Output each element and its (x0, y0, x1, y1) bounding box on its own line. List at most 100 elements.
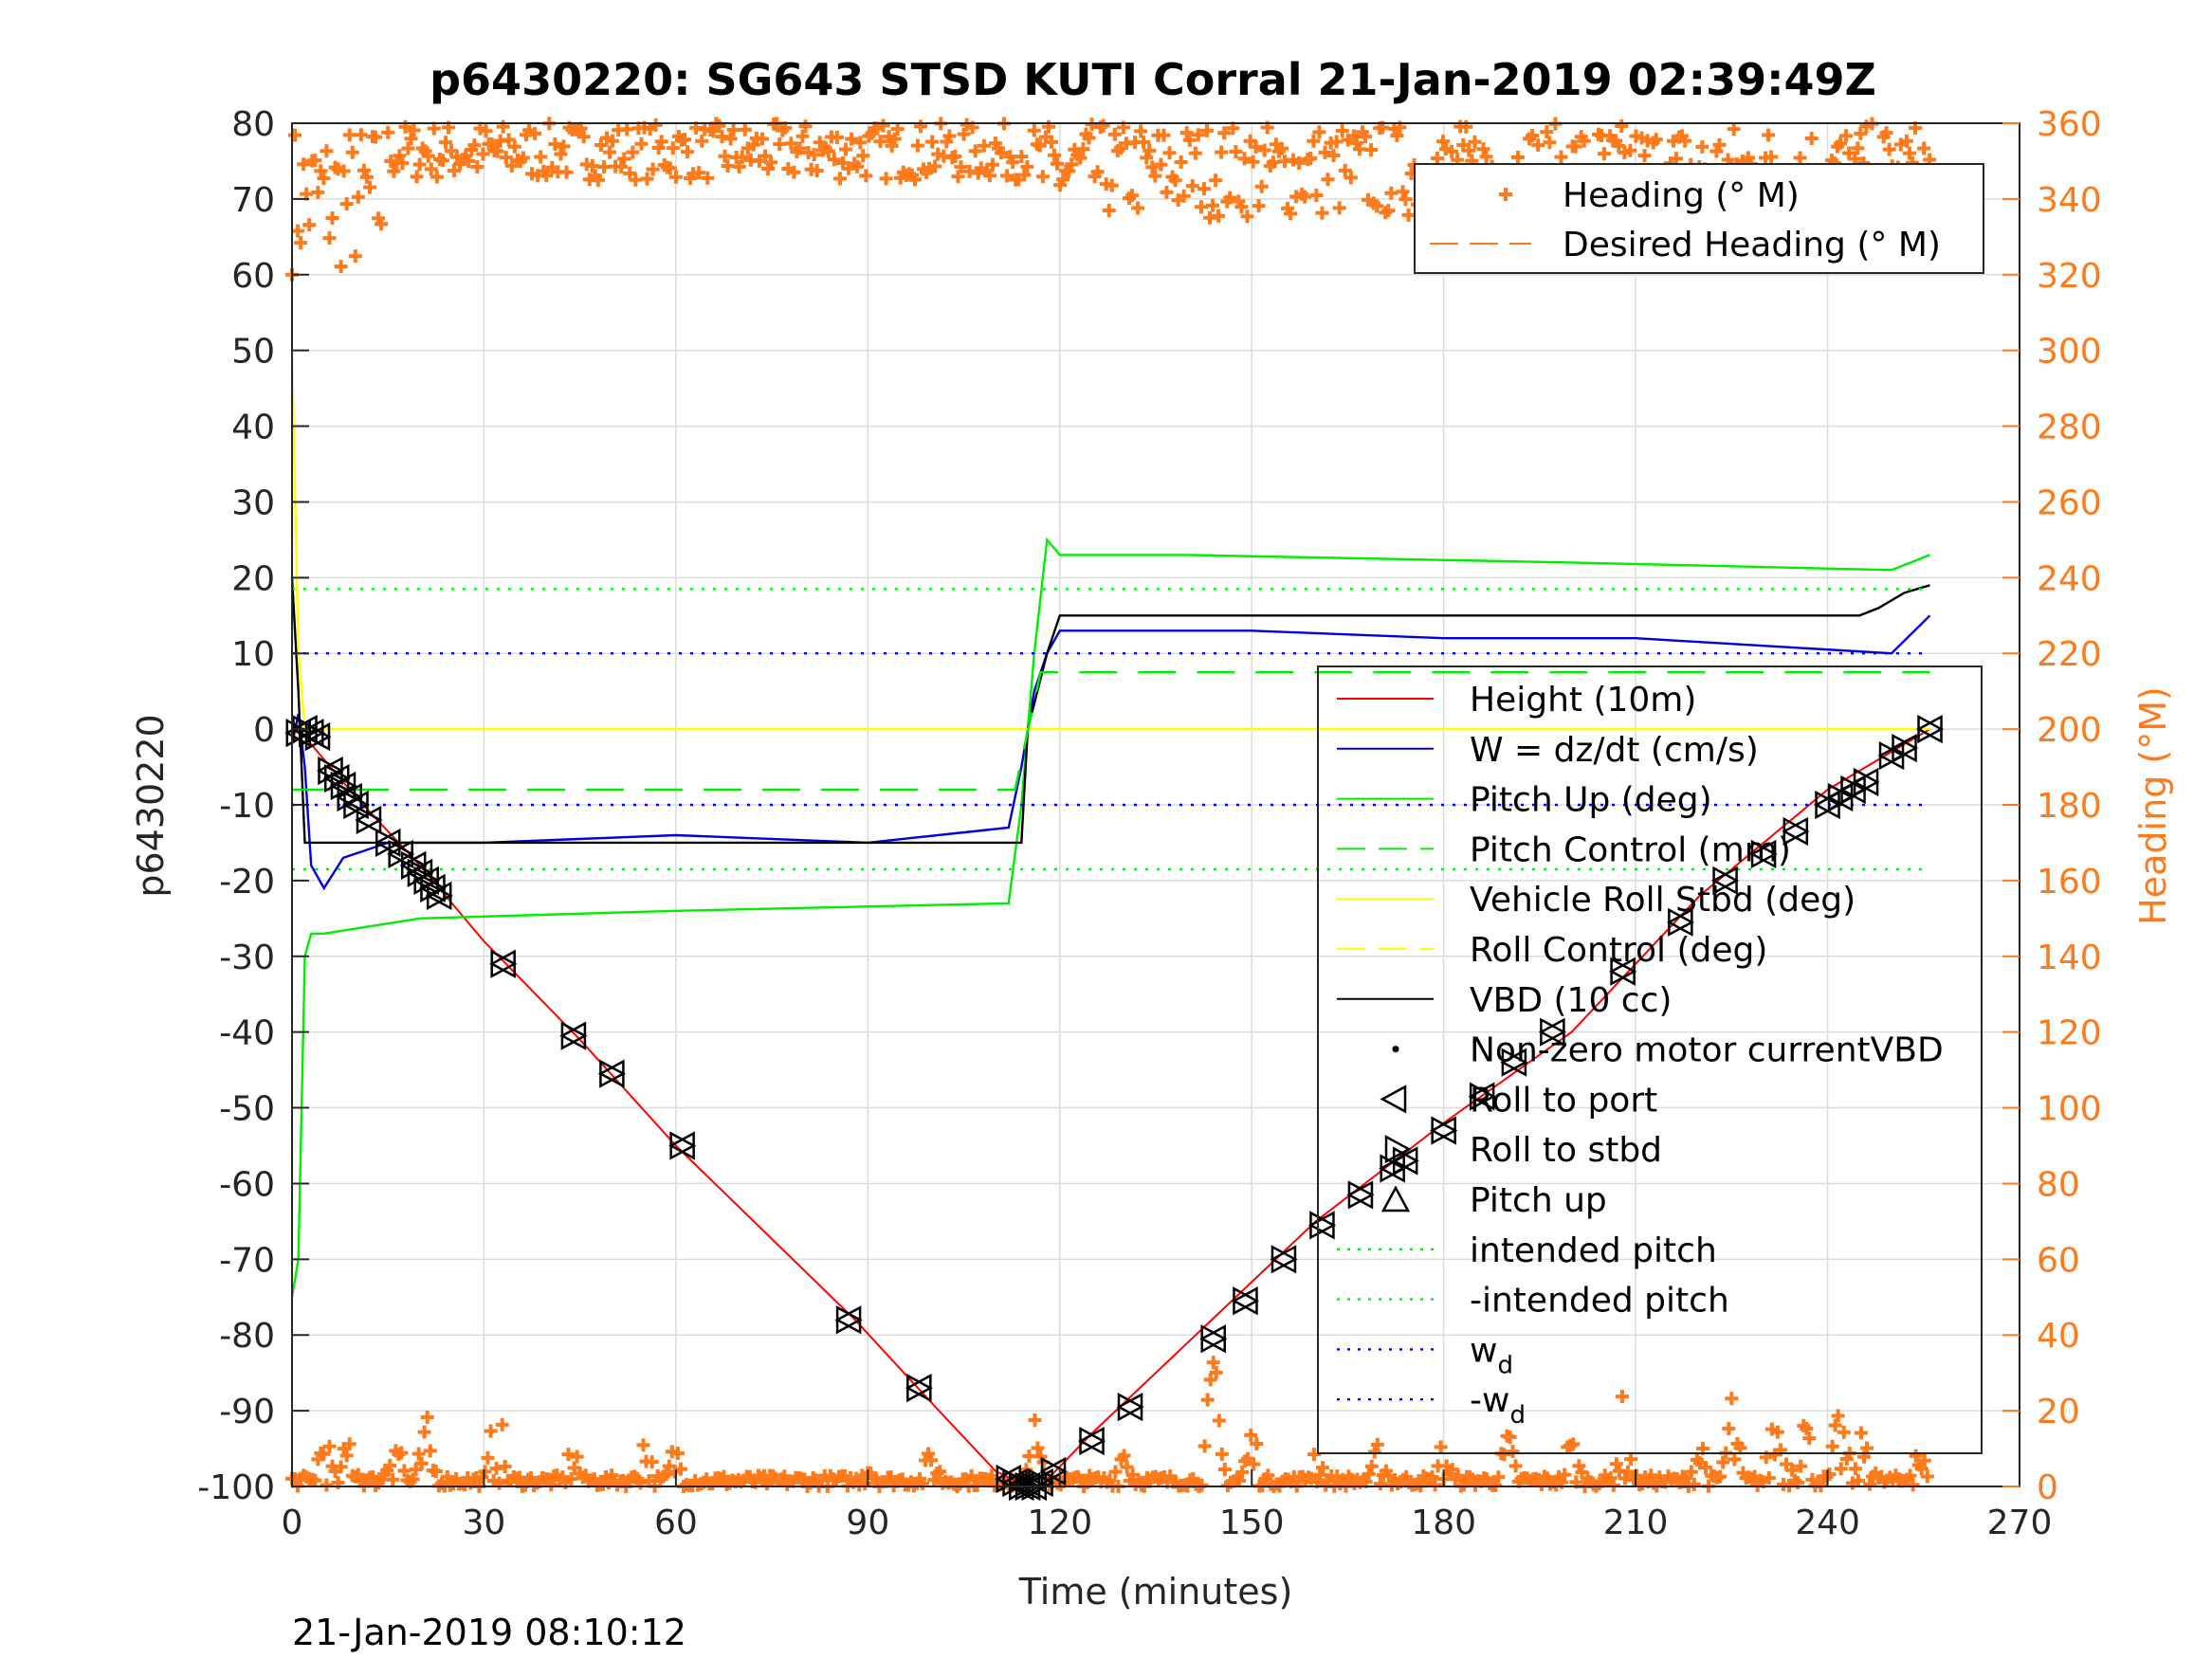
x-tick-label: 270 (1987, 1504, 2053, 1542)
heading-marker (1312, 125, 1326, 139)
heading-marker (1491, 1470, 1506, 1485)
heading-marker (1254, 179, 1269, 193)
roll-stbd-marker (835, 1305, 863, 1335)
heading-marker (1076, 142, 1090, 156)
heading-marker (308, 154, 322, 168)
heading-marker (576, 130, 591, 144)
heading-marker (467, 138, 482, 153)
heading-marker (516, 151, 530, 165)
y2-tick-label: 100 (2037, 1090, 2102, 1129)
legend-main-label: Pitch up (1470, 1181, 1607, 1220)
roll-stbd-marker (1233, 1286, 1260, 1316)
x-tick-label: 0 (282, 1504, 303, 1542)
heading-marker (1615, 118, 1629, 133)
roll-stbd-marker (1917, 715, 1945, 744)
heading-marker (397, 1464, 411, 1478)
heading-marker (760, 1477, 775, 1491)
heading-marker (1917, 141, 1931, 155)
roll-stbd-marker (1469, 1082, 1496, 1111)
heading-marker (1468, 135, 1482, 149)
heading-marker (1699, 1461, 1712, 1474)
heading-marker (559, 165, 574, 179)
heading-marker (320, 144, 334, 158)
heading-marker (1309, 188, 1324, 202)
heading-marker (342, 1437, 356, 1451)
heading-marker (1863, 1477, 1877, 1491)
heading-marker (1240, 210, 1254, 224)
legend-swatch-roll-stbd (1384, 1135, 1412, 1164)
heading-marker (539, 169, 554, 183)
y2-tick-label: 300 (2037, 333, 2102, 372)
y-axis-label: p6430220 (130, 714, 172, 897)
heading-marker (839, 142, 853, 156)
heading-marker (1298, 190, 1312, 204)
series-w-dz-dt-cm-s (290, 614, 1931, 891)
heading-marker (1401, 208, 1416, 222)
heading-marker (429, 1465, 443, 1479)
heading-marker (1370, 199, 1384, 213)
roll-stbd-marker (1117, 1393, 1144, 1422)
heading-marker (951, 170, 965, 184)
heading-marker (663, 161, 677, 175)
heading-marker (715, 130, 729, 144)
heading-marker (666, 141, 680, 155)
heading-marker (1056, 173, 1070, 187)
heading-marker (308, 1473, 322, 1487)
heading-marker (1140, 151, 1154, 165)
heading-marker (629, 173, 643, 187)
heading-marker (964, 1468, 978, 1483)
heading-marker (585, 159, 599, 173)
heading-marker (845, 132, 859, 146)
heading-marker (1107, 127, 1122, 141)
heading-marker (495, 1417, 509, 1431)
heading-marker (910, 138, 924, 153)
heading-marker (830, 130, 844, 144)
heading-marker (1209, 1365, 1223, 1379)
roll-stbd-marker (1028, 1468, 1055, 1498)
y2-tick-label: 280 (2037, 409, 2102, 447)
heading-marker (1727, 122, 1741, 137)
heading-marker (668, 170, 683, 184)
heading-marker (1764, 150, 1779, 164)
roll-stbd-marker (426, 881, 453, 910)
x-tick-label: 210 (1603, 1504, 1669, 1542)
heading-marker (670, 1447, 685, 1461)
heading-marker (1191, 128, 1205, 142)
heading-marker (1770, 1425, 1784, 1439)
heading-marker (414, 1456, 429, 1470)
heading-marker (1168, 173, 1182, 188)
legend-subscript: d (1509, 1401, 1526, 1430)
roll-stbd-marker (560, 1021, 588, 1050)
heading-marker (614, 159, 629, 173)
heading-marker (448, 163, 462, 177)
heading-marker (492, 1476, 506, 1490)
heading-marker (916, 1476, 930, 1490)
heading-marker (339, 1449, 354, 1463)
roll-stbd-marker (1892, 733, 1919, 763)
heading-marker (1157, 128, 1171, 142)
heading-marker (954, 160, 968, 174)
roll-stbd-marker (906, 1374, 933, 1403)
heading-marker (1200, 1393, 1215, 1407)
roll-stbd-marker (669, 1131, 697, 1160)
heading-marker (417, 1425, 431, 1439)
roll-stbd-marker (375, 828, 402, 858)
heading-marker (764, 155, 778, 170)
heading-marker (423, 1444, 437, 1458)
heading-marker (1577, 134, 1591, 148)
heading-marker (1160, 185, 1174, 199)
heading-marker (478, 1465, 492, 1479)
heading-marker (1326, 148, 1341, 162)
heading-marker (1390, 129, 1404, 143)
heading-marker (1045, 135, 1059, 149)
heading-marker (1199, 123, 1214, 137)
heading-marker (1137, 135, 1151, 149)
heading-marker (1250, 1436, 1264, 1450)
heading-marker (1031, 1441, 1045, 1455)
heading-marker (850, 159, 865, 173)
heading-marker (359, 170, 374, 184)
heading-marker (1568, 139, 1582, 154)
heading-marker (1825, 1439, 1839, 1453)
heading-marker (430, 170, 444, 184)
y-tick-label: 30 (231, 483, 275, 522)
